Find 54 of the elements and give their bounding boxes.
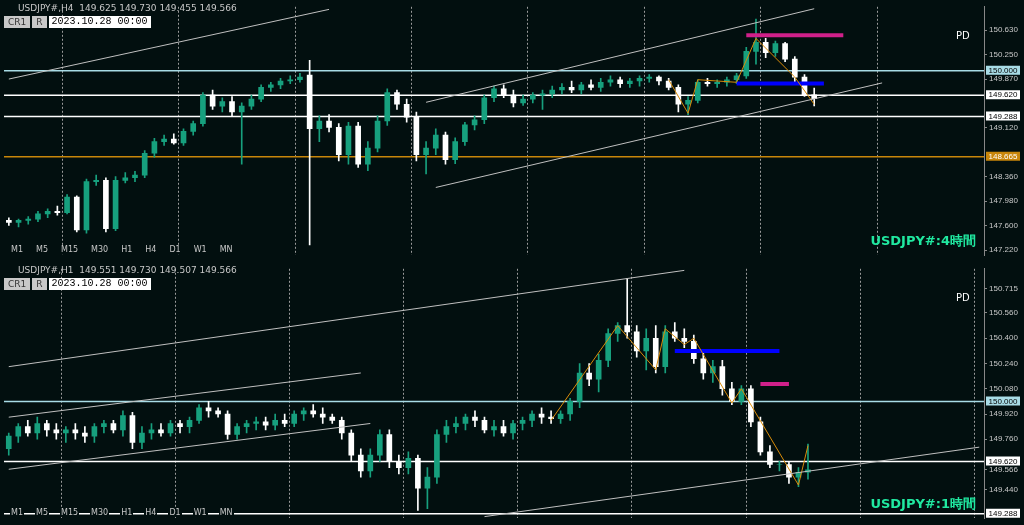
y-tick-label: 149.120 xyxy=(989,122,1019,132)
chart-title: USDJPY#,H1 149.551 149.730 149.507 149.566 xyxy=(18,265,237,275)
ref-line-label: 149.620 xyxy=(988,90,1019,100)
annotation: W1 xyxy=(192,508,208,517)
y-tick-label: 150.560 xyxy=(989,308,1019,318)
y-tick-label: 148.360 xyxy=(989,171,1019,181)
annotation: M1 xyxy=(10,245,24,254)
y-tick-label: 149.920 xyxy=(989,409,1019,419)
y-tick-label: 150.240 xyxy=(989,358,1019,368)
annotation: R xyxy=(32,16,47,28)
annotation: MN xyxy=(218,245,234,254)
ref-line-label: 149.288 xyxy=(988,508,1019,518)
y-tick-label: 149.440 xyxy=(989,484,1019,494)
annotation: M15 xyxy=(60,245,80,254)
ref-line-label: 150.000 xyxy=(988,396,1019,406)
ref-line-label: 148.665 xyxy=(988,152,1019,162)
y-tick-label: 150.080 xyxy=(989,383,1019,393)
annotation: USDJPY#:4時間 xyxy=(870,232,976,250)
annotation: PD xyxy=(956,292,970,303)
y-tick-label: 147.220 xyxy=(989,245,1019,255)
annotation: R xyxy=(32,278,47,290)
annotation: M30 xyxy=(90,508,110,517)
annotation: W1 xyxy=(192,245,208,254)
y-tick-label: 150.250 xyxy=(989,49,1019,59)
y-tick-label: 147.600 xyxy=(989,220,1019,230)
y-tick-label: 149.870 xyxy=(989,74,1019,84)
annotation: 2023.10.28 00:00 xyxy=(48,278,151,290)
y-tick-label: 149.760 xyxy=(989,434,1019,444)
annotation: MN xyxy=(218,508,234,517)
annotation: PD xyxy=(956,30,970,41)
annotation: H4 xyxy=(144,508,158,517)
annotation: D1 xyxy=(168,245,182,254)
annotation: M15 xyxy=(60,508,80,517)
annotation: M1 xyxy=(10,508,24,517)
ref-line-label: 149.288 xyxy=(988,111,1019,121)
chart-title: USDJPY#,H4 149.625 149.730 149.455 149.566 xyxy=(18,3,237,13)
annotation: USDJPY#:1時間 xyxy=(870,495,976,513)
y-tick-label: 150.400 xyxy=(989,333,1019,343)
y-tick-label: 147.980 xyxy=(989,196,1019,206)
annotation: H1 xyxy=(120,508,134,517)
y-tick-label: 149.566 xyxy=(989,465,1019,475)
annotation: H1 xyxy=(120,245,134,254)
annotation: H4 xyxy=(144,245,158,254)
y-tick-label: 150.715 xyxy=(989,283,1019,293)
annotation: D1 xyxy=(168,508,182,517)
annotation: 2023.10.28 00:00 xyxy=(48,16,151,28)
annotation: M30 xyxy=(90,245,110,254)
annotation: CR1 xyxy=(4,16,31,28)
annotation: M5 xyxy=(35,245,49,254)
y-tick-label: 150.630 xyxy=(989,25,1019,35)
ref-line-label: 150.000 xyxy=(988,65,1019,75)
ref-line-label: 149.620 xyxy=(988,456,1019,466)
annotation: M5 xyxy=(35,508,49,517)
annotation: CR1 xyxy=(4,278,31,290)
